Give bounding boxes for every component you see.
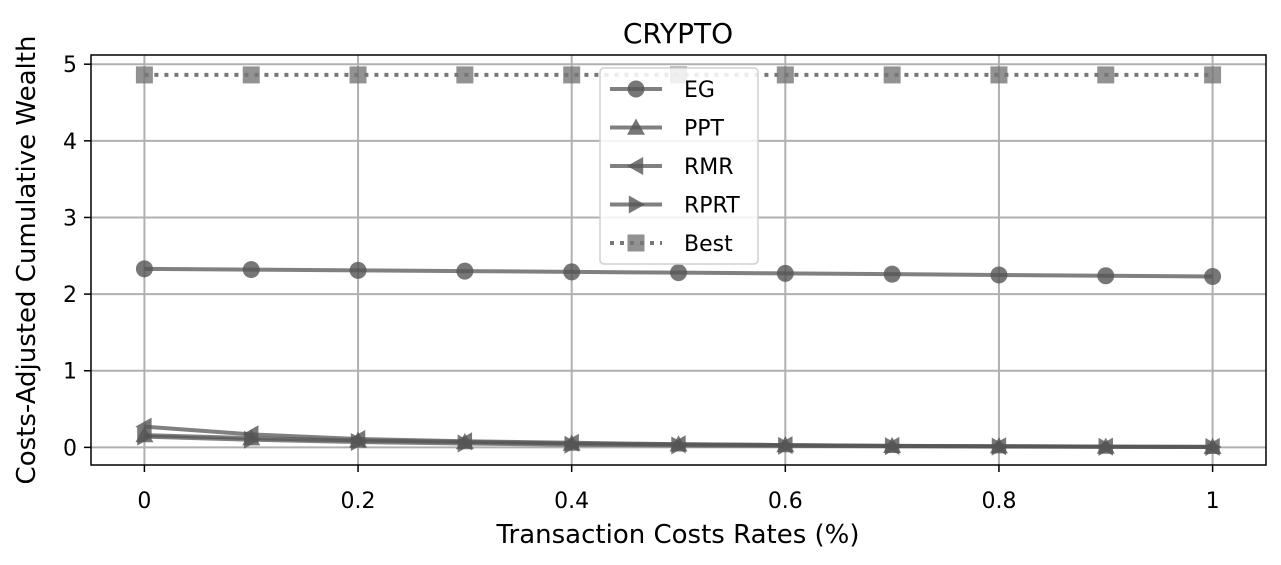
rprt-point <box>457 434 474 453</box>
legend-marker <box>627 118 645 135</box>
rprt-point <box>778 436 795 455</box>
best-point <box>1097 66 1115 84</box>
series-eg <box>135 260 1222 285</box>
y-tick-label: 0 <box>63 436 77 461</box>
best-point <box>456 66 474 84</box>
best-point <box>135 66 153 84</box>
legend-label: RPRT <box>684 194 740 219</box>
rprt-point <box>671 436 688 455</box>
x-tick-label: 0.2 <box>341 489 376 514</box>
best-point <box>349 66 367 84</box>
rprt-point <box>137 427 154 446</box>
y-tick-label: 4 <box>63 130 77 155</box>
x-tick-label: 0 <box>137 489 151 514</box>
rprt-point <box>1205 437 1222 456</box>
rprt-point <box>350 433 368 452</box>
rprt-point <box>991 437 1008 456</box>
eg-point <box>456 262 474 280</box>
legend-entry-eg: EG <box>610 78 715 103</box>
best-point <box>563 66 581 84</box>
ticks: 0 0.2 0.4 0.6 0.8 1 0 1 2 3 4 5 <box>63 53 1220 514</box>
series-rprt <box>137 427 1222 456</box>
eg-point <box>883 265 901 283</box>
plot-frame <box>90 54 1267 466</box>
chart-title: CRYPTO <box>623 17 733 50</box>
eg-point <box>1097 267 1115 285</box>
legend-marker <box>627 234 645 252</box>
legend-marker <box>628 195 645 214</box>
rprt-point <box>1098 437 1115 456</box>
rprt-point <box>884 437 902 456</box>
x-axis-title: Transaction Costs Rates (%) <box>495 520 859 550</box>
legend-label: Best <box>684 232 733 257</box>
eg-point <box>990 266 1008 284</box>
rprt-point <box>244 430 261 449</box>
x-tick-label: 0.4 <box>554 489 589 514</box>
legend: EG PPT RMR RPRT Best <box>599 67 759 265</box>
grid <box>91 55 1266 465</box>
legend-label: EG <box>684 78 715 103</box>
eg-point <box>242 261 260 279</box>
rprt-point <box>564 435 581 454</box>
legend-box <box>599 67 759 265</box>
best-point <box>242 66 260 84</box>
legend-entry-rprt: RPRT <box>610 194 740 219</box>
best-point <box>990 66 1008 84</box>
legend-entry-rmr: RMR <box>610 155 734 180</box>
y-tick-label: 3 <box>63 206 77 231</box>
legend-entry-best: Best <box>610 232 733 257</box>
eg-point <box>670 264 687 282</box>
legend-marker <box>627 157 644 175</box>
legend-label: RMR <box>684 155 734 180</box>
y-axis-title: Costs-Adjusted Cumulative Wealth <box>12 36 42 485</box>
best-point <box>1204 66 1222 84</box>
eg-point <box>776 264 794 282</box>
legend-label: PPT <box>684 117 725 142</box>
x-tick-label: 0.6 <box>768 489 803 514</box>
y-tick-label: 2 <box>63 283 77 308</box>
eg-point <box>1204 267 1222 285</box>
series-layer <box>135 66 1222 456</box>
best-point <box>776 66 794 84</box>
rmr-point <box>135 417 152 436</box>
eg-point <box>349 261 367 279</box>
x-tick-label: 1 <box>1206 489 1220 514</box>
y-tick-label: 5 <box>63 53 77 78</box>
legend-entry-ppt: PPT <box>610 117 725 142</box>
eg-point <box>563 263 581 281</box>
legend-marker <box>627 80 645 98</box>
y-tick-label: 1 <box>63 360 77 385</box>
best-point <box>883 66 901 84</box>
x-tick-label: 0.8 <box>981 489 1016 514</box>
eg-point <box>135 260 153 278</box>
